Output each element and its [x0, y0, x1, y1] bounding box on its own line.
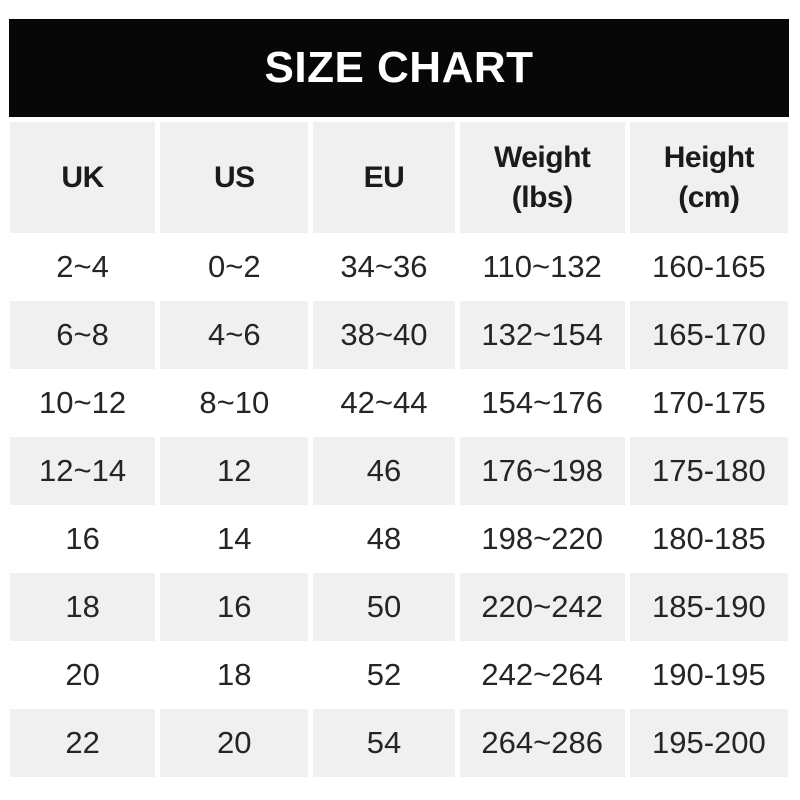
table-cell: 20	[160, 709, 309, 777]
table-cell: 16	[160, 573, 309, 641]
table-cell: 154~176	[481, 385, 603, 420]
table-cell: 185-190	[629, 573, 788, 641]
table-cell: 264~286	[459, 709, 625, 777]
table-cell: 46	[313, 437, 455, 505]
table-cell: 4~6	[160, 301, 309, 369]
table-cell: 14	[217, 521, 252, 556]
table-cell: 20	[65, 657, 100, 692]
table-cell: 165-170	[629, 301, 788, 369]
table-cell: 16	[65, 521, 100, 556]
column-header-label: US	[213, 160, 255, 194]
page-title: SIZE CHART	[264, 43, 534, 92]
table-cell: 18	[217, 657, 252, 692]
column-header-weight: Weight (lbs)	[459, 122, 625, 233]
table-cell: 6~8	[10, 301, 156, 369]
column-header-label: Height	[663, 140, 755, 174]
table-cell: 42~44	[340, 385, 428, 420]
table-cell: 132~154	[459, 301, 625, 369]
table-cell: 18	[10, 573, 156, 641]
column-header-eu: EU	[313, 122, 455, 233]
table-cell: 198~220	[481, 521, 603, 556]
table-cell: 195-200	[629, 709, 788, 777]
table-cell: 50	[313, 573, 455, 641]
table-cell: 242~264	[481, 657, 603, 692]
column-header-unit: (cm)	[678, 180, 740, 214]
table-cell: 190-195	[651, 657, 766, 692]
table-cell: 110~132	[482, 249, 602, 284]
table-cell: 22	[10, 709, 156, 777]
table-cell: 2~4	[56, 249, 109, 284]
table-cell: 8~10	[199, 385, 270, 420]
table-cell: 160-165	[651, 249, 766, 284]
table-cell: 0~2	[207, 249, 261, 284]
table-cell: 38~40	[313, 301, 455, 369]
table-cell: 54	[313, 709, 455, 777]
column-header-uk: UK	[10, 122, 156, 233]
table-cell: 52	[366, 657, 402, 692]
table-cell: 180-185	[651, 521, 766, 556]
column-header-label: EU	[363, 160, 405, 194]
table-cell: 10~12	[39, 385, 127, 420]
table-cell: 12~14	[10, 437, 156, 505]
size-table: UK US EU Weight (lbs) Height (cm) 2~4 0~…	[10, 122, 788, 777]
column-header-us: US	[160, 122, 309, 233]
column-header-unit: (lbs)	[511, 180, 573, 214]
table-cell: 170-175	[651, 385, 766, 420]
column-header-label: Weight	[493, 140, 591, 174]
table-cell: 34~36	[340, 249, 428, 284]
title-bar: SIZE CHART	[9, 19, 789, 117]
table-cell: 220~242	[459, 573, 625, 641]
table-cell: 48	[366, 521, 402, 556]
table-cell: 12	[160, 437, 309, 505]
column-header-label: UK	[61, 160, 104, 194]
table-cell: 175-180	[629, 437, 788, 505]
table-cell: 176~198	[459, 437, 625, 505]
column-header-height: Height (cm)	[629, 122, 788, 233]
